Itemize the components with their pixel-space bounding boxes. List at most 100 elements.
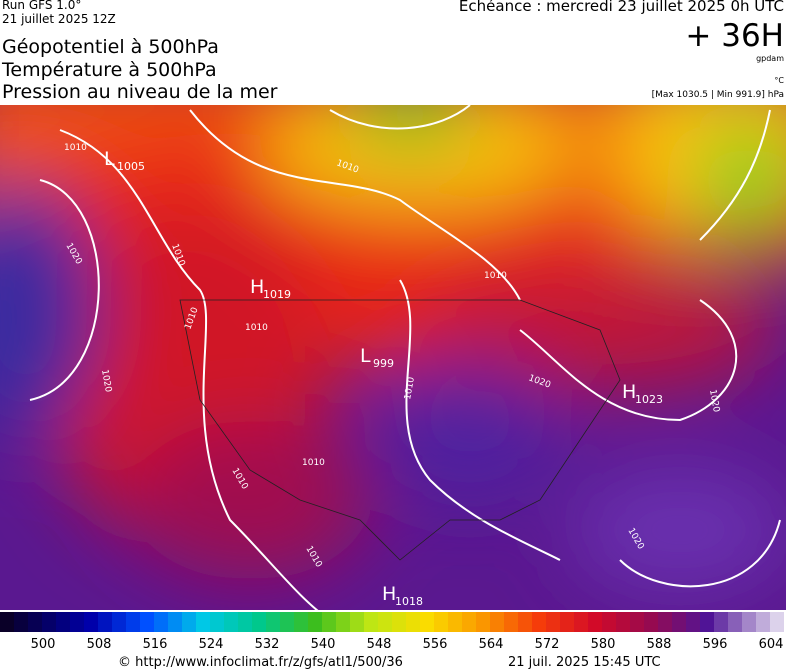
colorbar-label: 540 [311, 637, 336, 652]
colorbar-swatch [644, 612, 658, 632]
run-date: 21 juillet 2025 12Z [2, 12, 116, 26]
issued: 21 juil. 2025 15:45 UTC [508, 655, 661, 670]
colorbar-swatch [616, 612, 630, 632]
colorbar-swatch [350, 612, 364, 632]
colorbar-swatch [210, 612, 224, 632]
colorbar-swatch [532, 612, 546, 632]
colorbar-swatch [336, 612, 350, 632]
colorbar-swatch [294, 612, 308, 632]
colorbar-swatch [476, 612, 490, 632]
colorbar-swatch [168, 612, 182, 632]
isobar-label: 1010 [64, 143, 87, 153]
colorbar-label: 524 [199, 637, 224, 652]
colorbar-label: 564 [479, 637, 504, 652]
isobar-label: 1010 [403, 376, 417, 401]
isobar-label: 1020 [99, 369, 113, 394]
colorbar-swatch [672, 612, 686, 632]
colorbar-label: 604 [759, 637, 784, 652]
colorbar-swatch [98, 612, 112, 632]
title: Pression au niveau de la mer [2, 81, 278, 103]
colorbar-swatch [630, 612, 644, 632]
center-value: 1019 [263, 288, 291, 301]
colorbar-swatch [518, 612, 532, 632]
colorbar-label: 580 [591, 637, 616, 652]
colorbar-swatch [546, 612, 560, 632]
colorbar-swatch [560, 612, 574, 632]
source: © http://www.infoclimat.fr/z/gfs/atl1/50… [118, 655, 403, 670]
colorbar-swatch [728, 612, 742, 632]
center-value: 1023 [635, 393, 663, 406]
colorbar-swatch [392, 612, 406, 632]
colorbar-swatch [70, 612, 84, 632]
colorbar-swatch [308, 612, 322, 632]
colorbar-swatch [770, 612, 784, 632]
pressure-range: [Max 1030.5 | Min 991.9] hPa [651, 90, 784, 100]
center-value: 1005 [117, 160, 145, 173]
colorbar-swatch [448, 612, 462, 632]
isobar-label: 1020 [707, 389, 721, 414]
colorbar-label: 508 [87, 637, 112, 652]
colorbar-swatch [364, 612, 378, 632]
isobar-label: 1010 [484, 271, 507, 281]
colorbar-swatch [224, 612, 238, 632]
colorbar-swatch [280, 612, 294, 632]
colorbar-swatch [140, 612, 154, 632]
colorbar-swatch [42, 612, 56, 632]
colorbar-label: 572 [535, 637, 560, 652]
colorbar-label: 548 [367, 637, 392, 652]
colorbar-swatch [14, 612, 28, 632]
colorbar-swatch [378, 612, 392, 632]
colorbar-label: 532 [255, 637, 280, 652]
colorbar-swatch [504, 612, 518, 632]
colorbar-swatch [126, 612, 140, 632]
colorbar-swatch [252, 612, 266, 632]
center-letter: H [382, 583, 396, 605]
colorbar-label: 556 [423, 637, 448, 652]
title: Géopotentiel à 500hPa [2, 36, 219, 58]
colorbar-swatch [420, 612, 434, 632]
center-letter: L [104, 148, 115, 170]
colorbar-swatch [182, 612, 196, 632]
colorbar-swatch [0, 612, 14, 632]
colorbar-swatch [154, 612, 168, 632]
center-value: 1018 [395, 595, 423, 608]
colorbar-label: 500 [31, 637, 56, 652]
colorbar-swatch [658, 612, 672, 632]
colorbar-swatch [588, 612, 602, 632]
isobar-label: 1010 [245, 323, 268, 333]
unit: gpdam [756, 54, 784, 63]
colorbar-swatch [742, 612, 756, 632]
colorbar-swatch [462, 612, 476, 632]
center-letter: L [360, 345, 371, 367]
colorbar-swatch [266, 612, 280, 632]
colorbar-swatch [238, 612, 252, 632]
title: Température à 500hPa [2, 59, 217, 81]
colorbar-swatch [686, 612, 700, 632]
center-letter: H [250, 276, 264, 298]
center-value: 999 [373, 357, 394, 370]
run: Run GFS 1.0° [2, 0, 82, 12]
colorbar-swatch [490, 612, 504, 632]
colorbar-label: 516 [143, 637, 168, 652]
colorbar-swatch [434, 612, 448, 632]
center-letter: H [622, 381, 636, 403]
colorbar-swatch [602, 612, 616, 632]
colorbar-swatch [112, 612, 126, 632]
unit: °C [774, 76, 784, 85]
lead-time: + 36H [685, 18, 784, 54]
colorbar-swatch [756, 612, 770, 632]
colorbar-label: 596 [703, 637, 728, 652]
colorbar-swatch [700, 612, 714, 632]
colorbar-swatch [196, 612, 210, 632]
isobar-label: 1010 [302, 458, 325, 468]
colorbar-swatch [322, 612, 336, 632]
echeance: Echéance : mercredi 23 juillet 2025 0h U… [458, 0, 784, 15]
colorbar-swatch [574, 612, 588, 632]
colorbar-swatch [714, 612, 728, 632]
colorbar-swatch [56, 612, 70, 632]
colorbar-swatch [28, 612, 42, 632]
colorbar-label: 588 [647, 637, 672, 652]
colorbar-swatch [406, 612, 420, 632]
